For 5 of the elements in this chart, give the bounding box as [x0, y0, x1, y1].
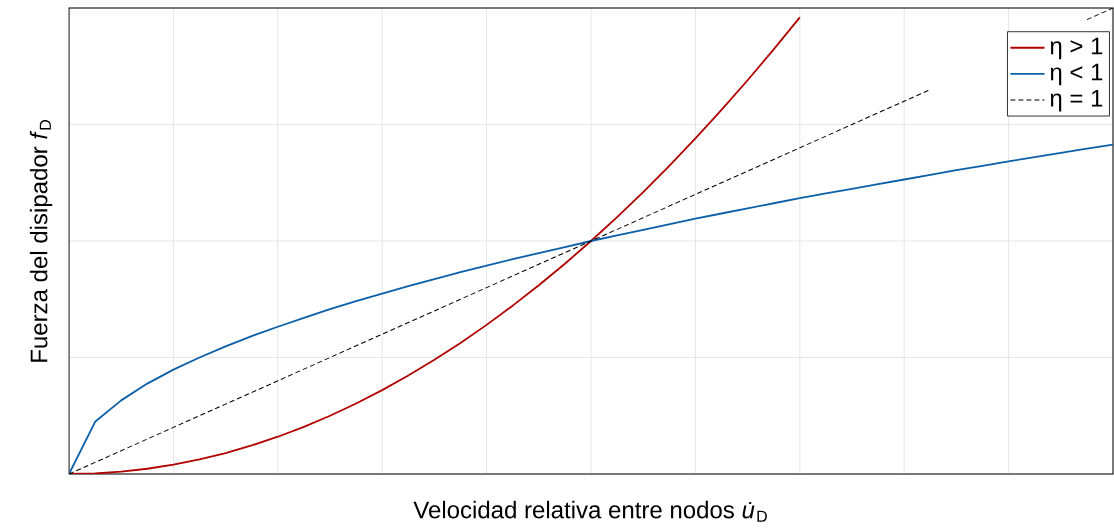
legend-label: η > 1 — [1050, 37, 1103, 60]
y-axis-title: Fuerza del disipador f$_{D}$ — [29, 120, 53, 362]
x-axis-title: Velocidad relativa entre nodos u̇$_{D}$ — [413, 500, 767, 522]
legend-label: η = 1 — [1050, 89, 1103, 112]
legend-label: η < 1 — [1050, 63, 1103, 86]
